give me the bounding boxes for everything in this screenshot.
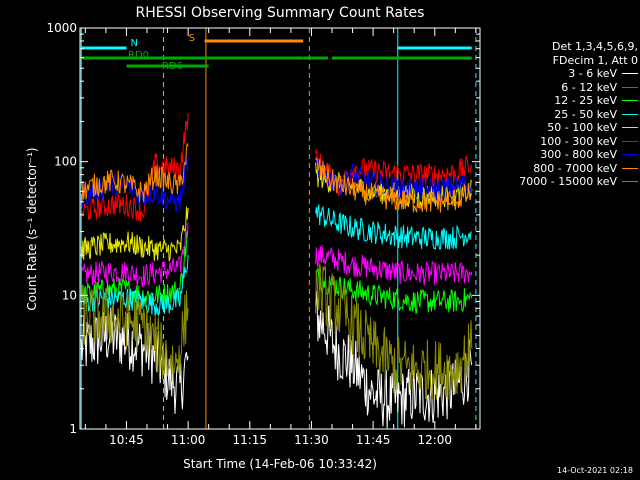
series-line-800-7000-kev-1 xyxy=(80,142,189,203)
legend-label: 50 - 100 keV xyxy=(547,121,617,134)
series-line-7000-15000-kev-2 xyxy=(315,263,473,400)
series-line-800-7000-kev-2 xyxy=(315,157,473,214)
series-line-300-800-kev-1 xyxy=(80,156,189,212)
legend-header-decimation: FDecim 1, Att 0 xyxy=(552,53,638,67)
legend-swatch xyxy=(622,100,638,102)
legend-item-25-50-kev: 25 - 50 keV xyxy=(480,108,638,122)
legend-item-7000-15000-kev: 7000 - 15000 keV xyxy=(480,175,638,189)
legend-swatch xyxy=(622,181,638,183)
legend-label: 12 - 25 keV xyxy=(554,94,617,107)
x-tick-label: 11:45 xyxy=(356,433,391,447)
y-tick-label: 100 xyxy=(54,155,77,169)
legend-header-detectors: Det 1,3,4,5,6,9, xyxy=(551,40,638,53)
legend-swatch xyxy=(622,140,638,142)
legend-item-800-7000-kev: 800 - 7000 keV xyxy=(480,162,638,176)
legend-label: 300 - 800 keV xyxy=(540,148,617,161)
y-tick-label: 1000 xyxy=(46,21,77,35)
legend-swatch xyxy=(622,154,638,156)
state-bar-label-rd0: RD0 xyxy=(128,50,149,61)
x-tick-label: 11:15 xyxy=(232,433,267,447)
series-line-25-50-kev-1 xyxy=(80,255,189,317)
chart-title: RHESSI Observing Summary Count Rates xyxy=(136,5,425,21)
legend-item-6-12-kev: 6 - 12 keV xyxy=(480,81,638,95)
series-line-50-100-kev-1 xyxy=(80,206,189,262)
x-tick-label: 11:00 xyxy=(171,433,206,447)
series-line-7000-15000-kev-1 xyxy=(80,285,189,382)
series-line-6-12-kev-2 xyxy=(315,245,473,286)
legend-item-12-25-kev: 12 - 25 keV xyxy=(480,94,638,108)
legend: Det 1,3,4,5,6,9, FDecim 1, Att 0 3 - 6 k… xyxy=(480,40,638,189)
legend-label: 3 - 6 keV xyxy=(568,67,617,80)
legend-swatch xyxy=(622,113,638,115)
legend-swatch xyxy=(622,127,638,129)
series-line-25-50-kev-2 xyxy=(315,204,473,250)
timestamp: 14-Oct-2021 02:18 xyxy=(557,466,633,475)
legend-label: 800 - 7000 keV xyxy=(533,161,617,175)
x-tick-label: 11:30 xyxy=(294,433,329,447)
y-axis-label: Count Rate (s⁻¹ detector⁻¹) xyxy=(25,147,39,310)
legend-label: 6 - 12 keV xyxy=(561,80,617,94)
series-line-12-25-kev-1 xyxy=(80,231,189,307)
x-tick-label: 10:45 xyxy=(109,433,144,447)
state-bar-label-s: S xyxy=(189,33,195,44)
legend-label: 100 - 300 keV xyxy=(540,134,617,148)
legend-item-100-300-kev: 100 - 300 keV xyxy=(480,135,638,149)
state-bar-label-rd6: RD6 xyxy=(162,61,183,72)
plot-frame xyxy=(79,27,481,430)
legend-item-50-100-kev: 50 - 100 keV xyxy=(480,121,638,135)
series-line-6-12-kev-1 xyxy=(80,222,189,289)
legend-swatch xyxy=(622,73,638,75)
legend-swatch xyxy=(622,167,638,169)
legend-item-3-6-kev: 3 - 6 keV xyxy=(480,67,638,81)
y-tick-label: 1 xyxy=(69,422,77,436)
legend-swatch xyxy=(622,86,638,88)
legend-label: 7000 - 15000 keV xyxy=(519,175,617,188)
state-bar-label-n: N xyxy=(130,38,137,49)
x-axis-label: Start Time (14-Feb-06 10:33:42) xyxy=(183,457,377,471)
series-line-300-800-kev-2 xyxy=(315,156,473,202)
series-line-100-300-kev-1 xyxy=(80,113,189,223)
y-tick-label: 10 xyxy=(62,288,77,302)
legend-item-300-800-kev: 300 - 800 keV xyxy=(480,148,638,162)
x-tick-label: 12:00 xyxy=(417,433,452,447)
legend-label: 25 - 50 keV xyxy=(554,107,617,121)
